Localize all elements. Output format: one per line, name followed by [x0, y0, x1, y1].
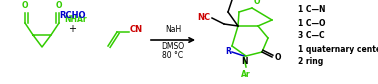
Text: 80 °C: 80 °C [163, 51, 184, 60]
Text: NC: NC [197, 13, 210, 22]
Text: 1 C—N: 1 C—N [298, 5, 325, 15]
Text: RCHO: RCHO [59, 12, 85, 20]
Text: NaH: NaH [165, 25, 181, 34]
Text: NHAr: NHAr [64, 15, 87, 24]
Text: O: O [254, 0, 260, 6]
Text: R: R [225, 47, 231, 56]
Text: 2 ring: 2 ring [298, 58, 323, 67]
Text: 1 C—O: 1 C—O [298, 18, 325, 27]
Text: O: O [56, 1, 62, 10]
Text: DMSO: DMSO [161, 42, 184, 51]
Text: CN: CN [130, 26, 143, 35]
Text: O: O [22, 1, 28, 10]
Text: O: O [275, 54, 282, 62]
Text: Ar: Ar [241, 70, 251, 79]
Text: 3 C—C: 3 C—C [298, 32, 325, 40]
Text: 1 quaternary center: 1 quaternary center [298, 45, 378, 54]
Text: N: N [241, 57, 247, 66]
Text: +: + [68, 24, 76, 34]
